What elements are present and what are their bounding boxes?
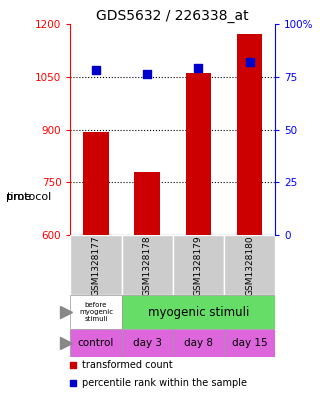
Title: GDS5632 / 226338_at: GDS5632 / 226338_at (97, 9, 249, 22)
Point (70, 380, 76, 386)
Point (93, 67, 99, 73)
Bar (173, 235, 224, 295)
Point (145, 71, 150, 77)
Text: GSM1328177: GSM1328177 (92, 235, 100, 296)
Text: protocol: protocol (6, 191, 52, 202)
Text: GSM1328180: GSM1328180 (245, 235, 254, 296)
Text: day 15: day 15 (232, 338, 268, 348)
Text: transformed count: transformed count (82, 360, 172, 370)
Bar (122, 235, 173, 295)
Text: myogenic stimuli: myogenic stimuli (148, 306, 249, 319)
Bar (83, 132, 109, 235)
Bar (70, 235, 122, 295)
Text: time: time (6, 191, 32, 202)
Text: day 3: day 3 (133, 338, 162, 348)
Bar (173, 329, 224, 357)
Bar (224, 329, 275, 357)
Text: percentile rank within the sample: percentile rank within the sample (82, 378, 247, 388)
Text: GSM1328179: GSM1328179 (194, 235, 203, 296)
Text: before
myogenic
stimuli: before myogenic stimuli (79, 302, 113, 322)
Text: GSM1328178: GSM1328178 (143, 235, 152, 296)
Point (70, 362, 76, 368)
Bar (122, 329, 173, 357)
Point (247, 59, 252, 65)
Bar (186, 73, 211, 235)
Text: day 8: day 8 (184, 338, 213, 348)
Point (196, 65, 201, 71)
Bar (134, 172, 160, 235)
Bar (224, 235, 275, 295)
Text: control: control (78, 338, 114, 348)
Bar (122, 295, 275, 329)
Bar (70, 329, 122, 357)
Bar (237, 34, 262, 235)
Bar (70, 295, 122, 329)
